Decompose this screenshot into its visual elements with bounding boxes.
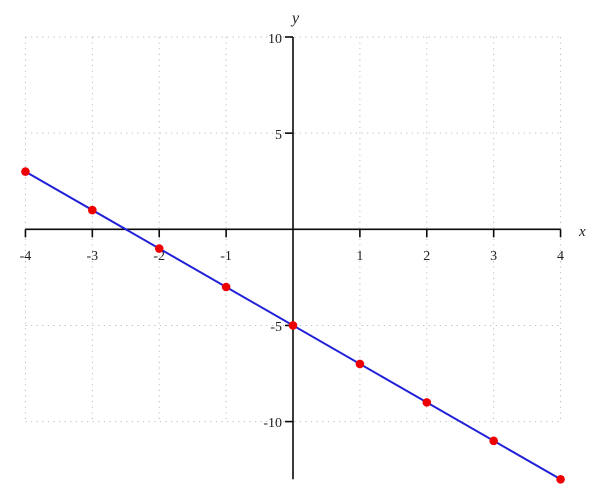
svg-text:x: x bbox=[578, 224, 586, 240]
svg-text:4: 4 bbox=[557, 249, 564, 264]
svg-text:1: 1 bbox=[356, 249, 363, 264]
svg-text:-1: -1 bbox=[220, 249, 232, 264]
svg-text:-3: -3 bbox=[86, 249, 98, 264]
svg-text:-10: -10 bbox=[263, 416, 282, 431]
svg-text:10: 10 bbox=[268, 32, 282, 47]
svg-text:3: 3 bbox=[490, 249, 497, 264]
svg-text:y: y bbox=[290, 10, 300, 27]
svg-text:-4: -4 bbox=[20, 249, 32, 264]
svg-text:2: 2 bbox=[423, 249, 430, 264]
svg-text:5: 5 bbox=[275, 128, 282, 143]
svg-text:-5: -5 bbox=[270, 320, 282, 335]
